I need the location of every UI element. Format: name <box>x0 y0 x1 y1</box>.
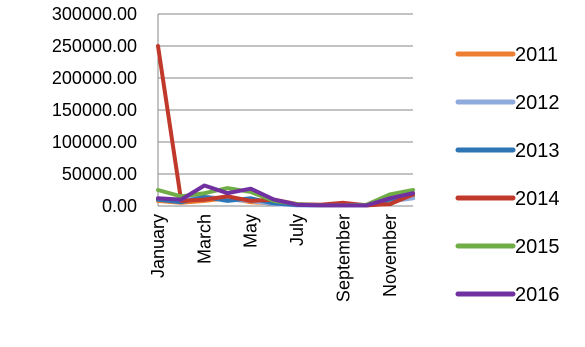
x-tick-label: March <box>194 214 214 264</box>
x-tick-label: September <box>333 214 353 302</box>
y-axis-ticks: 0.00 50000.00 100000.00 150000.00 200000.00 2… <box>52 4 137 216</box>
y-tick-label: 200000.00 <box>52 68 137 88</box>
series-line-2016 <box>156 183 415 208</box>
legend-label-2013: 2013 <box>515 140 560 162</box>
legend-label-2012: 2012 <box>515 92 560 114</box>
x-tick-label: November <box>380 214 400 297</box>
x-axis-ticks: January March May July September November <box>148 214 400 302</box>
legend-label-2014: 2014 <box>515 188 560 210</box>
legend-label-2011: 2011 <box>515 44 558 66</box>
legend-label-2016: 2016 <box>515 284 560 306</box>
y-tick-label: 0.00 <box>102 196 137 216</box>
y-tick-label: 250000.00 <box>52 36 137 56</box>
y-tick-label: 300000.00 <box>52 4 137 24</box>
x-tick-label: May <box>241 214 261 248</box>
y-tick-label: 50000.00 <box>62 164 137 184</box>
chart-gridlines <box>157 13 413 207</box>
legend-label-2015: 2015 <box>515 236 560 258</box>
series-line-2014 <box>156 44 415 208</box>
y-tick-label: 150000.00 <box>52 100 137 120</box>
chart-series-lines <box>156 44 415 208</box>
chart-legend: 2011 2012 2013 2014 2015 2016 <box>455 44 560 306</box>
y-tick-label: 100000.00 <box>52 132 137 152</box>
x-tick-label: January <box>148 214 168 278</box>
x-tick-label: July <box>287 214 307 246</box>
